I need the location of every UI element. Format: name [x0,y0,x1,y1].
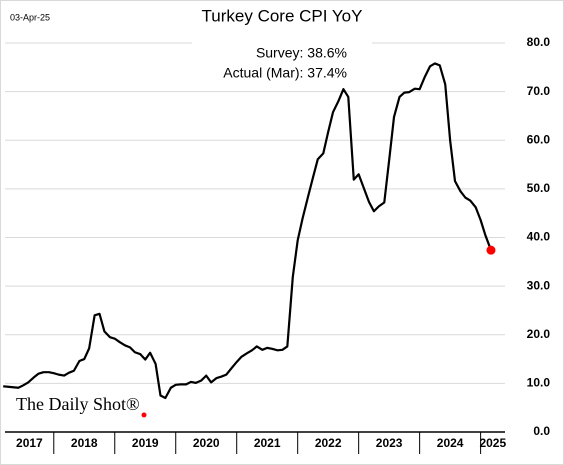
x-tick-label: 2025 [479,436,506,450]
y-tick-label: 80.0 [527,35,551,49]
y-tick-label: 10.0 [527,376,551,390]
annotation: Actual (Mar): 37.4% [223,65,347,81]
x-tick-label: 2024 [437,436,464,450]
logo-dot [141,412,147,418]
annotation-box [192,40,372,88]
y-tick-label: 70.0 [527,84,551,98]
source-logo: The Daily Shot® [16,394,140,414]
x-tick-label: 2018 [71,436,98,450]
last-point [486,245,496,255]
x-tick-label: 2023 [376,436,403,450]
y-tick-label: 20.0 [527,327,551,341]
x-tick-label: 2020 [193,436,220,450]
x-tick-label: 2021 [254,436,281,450]
y-tick-label: 60.0 [527,132,551,146]
y-tick-label: 30.0 [527,278,551,292]
annotation: Survey: 38.6% [256,45,347,61]
x-tick-label: 2019 [132,436,159,450]
y-tick-label: 50.0 [527,181,551,195]
line-series [3,62,493,400]
chart-title: Turkey Core CPI YoY [202,6,363,25]
y-tick-label: 0.0 [533,424,550,438]
x-tick-label: 2022 [315,436,342,450]
date-label: 03-Apr-25 [10,12,50,22]
x-tick-label: 2017 [16,436,43,450]
y-tick-label: 40.0 [527,230,551,244]
